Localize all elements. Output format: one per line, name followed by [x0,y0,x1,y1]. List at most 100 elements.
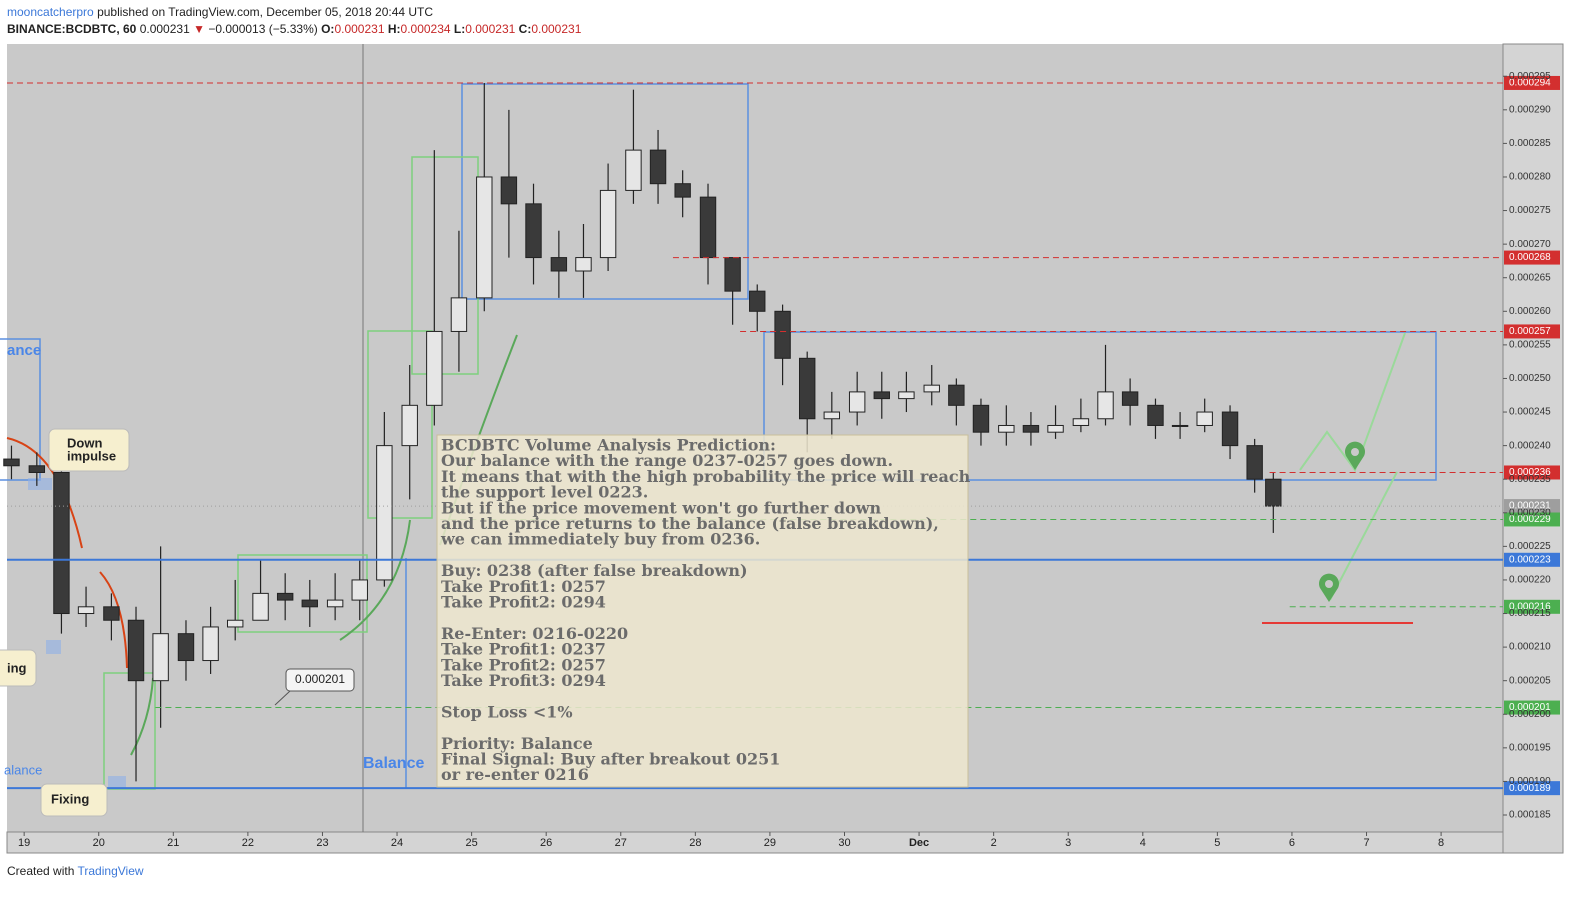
x-tick-label: 23 [316,837,328,849]
x-tick-label: 4 [1140,837,1146,849]
note-line: Stop Loss <1% [441,702,573,721]
symbol: BINANCE:BCDBTC, 60 [7,22,137,36]
x-tick-label: 21 [167,837,179,849]
candle-body [177,633,195,662]
note-line: Priority: Balance [441,734,593,753]
y-tick-label: 0.000205 [1509,675,1551,686]
x-tick-label: 8 [1438,837,1444,849]
y-tick-label: 0.000200 [1509,709,1551,720]
balance-box [461,83,749,300]
candle-body [848,391,866,413]
brand: TradingView [77,864,144,878]
candle-body [152,633,169,682]
candle-body [1047,424,1064,433]
candle-body [450,297,468,332]
arrow: ▼ [193,22,205,36]
o-label: O: [321,22,335,36]
candle-body [226,619,244,628]
callout-text: Fixing [51,791,89,806]
note-line: Take Profit3: 0294 [441,671,606,690]
candle-body [774,310,791,359]
candle-body [575,257,592,272]
candle-body [202,626,219,662]
candle-body [28,465,46,473]
candle-body [500,176,518,205]
note-line: Final Signal: Buy after breakout 0251 [441,750,780,769]
x-tick-label: 5 [1214,837,1220,849]
y-tick-label: 0.000230 [1509,507,1551,518]
note-line: But if the price movement won't go furth… [441,498,882,517]
candle-body [998,424,1015,433]
balance-label: ance [7,342,41,359]
candle-body [1246,445,1263,480]
candle-body [301,599,318,608]
date-axis-bg [6,831,1504,854]
level-label: 0.000257 [1509,326,1551,337]
note-box [436,434,969,788]
candle-body [3,458,20,467]
candle-body [699,196,717,259]
pin-hole [1325,580,1333,588]
balance-box [763,331,1437,481]
note-line: BCDBTC Volume Analysis Prediction: [441,436,776,455]
y-tick-label: 0.000290 [1509,104,1551,115]
candle-body [625,149,642,191]
candle-body [823,411,841,420]
candle-body [401,404,418,447]
candle-body [798,357,816,420]
note-line: Take Profit2: 0294 [441,593,606,612]
header-line-2: BINANCE:BCDBTC, 60 0.000231 ▼ −0.000013 … [7,21,581,38]
y-tick-label: 0.000190 [1509,776,1551,787]
callout-text: Down [67,435,102,450]
x-tick-label: 22 [242,837,254,849]
candle-body [898,391,915,400]
header: mooncatcherpro published on TradingView.… [7,4,581,38]
candle-body [1022,424,1040,433]
x-tick-label: 3 [1065,837,1071,849]
y-tick-label: 0.000275 [1509,205,1551,216]
candle-body [550,257,568,272]
x-tick-label: 26 [540,837,552,849]
header-line-1: mooncatcherpro published on TradingView.… [7,4,581,21]
note-line: and the price returns to the balance (fa… [441,514,939,533]
x-tick-label: 2 [991,837,997,849]
level-tag [1504,465,1560,480]
candle-body [1196,411,1213,426]
level-tag [1504,250,1560,265]
green-arrow [130,677,154,756]
candle-body [948,384,965,406]
balance-box [0,338,41,481]
red-arrow [6,437,83,549]
drawings [0,83,1437,790]
level-tag [1504,781,1560,796]
x-tick-label: 7 [1363,837,1369,849]
callout [40,783,108,817]
candle-body [1147,404,1164,426]
level-label: 0.000236 [1509,467,1551,478]
candle-body [77,606,95,615]
x-tick-label: Dec [909,837,929,849]
callout [48,428,130,472]
x-tick-label: 27 [615,837,627,849]
candle-body [103,606,120,621]
y-tick-label: 0.000195 [1509,742,1551,753]
candle-body [1121,391,1139,406]
y-tick-label: 0.000260 [1509,306,1551,317]
x-tick-label: 30 [838,837,850,849]
y-tick-label: 0.000255 [1509,340,1551,351]
h-label: H: [387,22,401,36]
note-line: we can immediately buy from 0236. [440,530,760,549]
candle-body [724,257,741,292]
footer: Created with TradingView [7,864,144,878]
o: 0.000231 [334,22,385,36]
note-line: or re-enter 0216 [441,765,589,784]
note-line: Re-Enter: 0216-0220 [441,624,628,643]
note-line: It means that with the high probability … [441,467,971,486]
price-callout-text: 0.000201 [295,672,345,686]
y-tick-label: 0.000240 [1509,440,1551,451]
level-tag [1504,599,1560,614]
callout-pointer [274,690,291,706]
published: published on TradingView.com, December 0… [97,5,434,19]
y-tick-label: 0.000225 [1509,541,1551,552]
